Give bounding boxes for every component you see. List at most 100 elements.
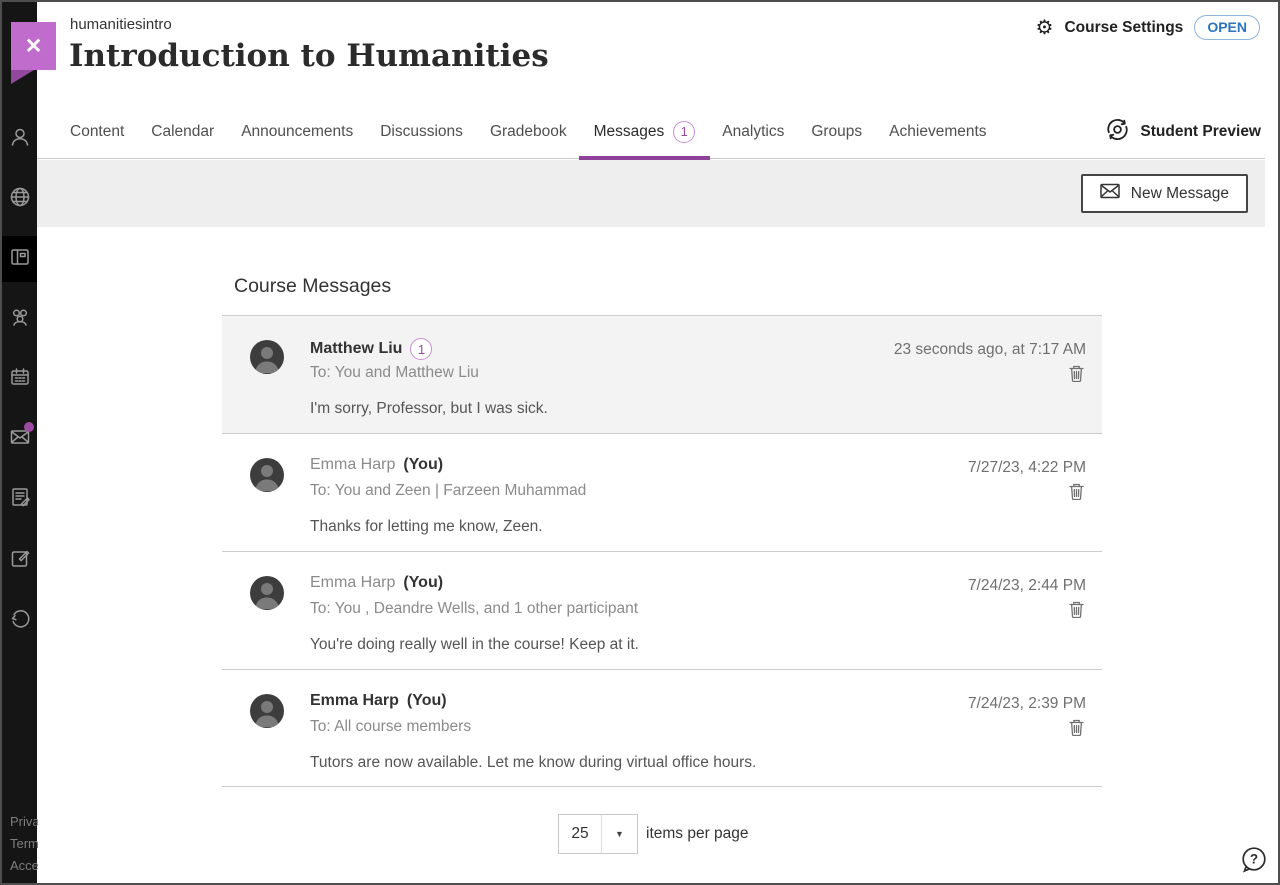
message-header: Emma Harp (You) [310,692,447,710]
items-per-page-select[interactable]: 25 ▼ [558,814,638,854]
trash-icon [1068,365,1084,385]
recipients: To: You and Zeen | Farzeen Muhammad [310,482,587,499]
tab-achievements[interactable]: Achievements [889,105,986,159]
tab-gradebook[interactable]: Gradebook [490,105,567,159]
message-row[interactable]: Emma Harp (You) To: All course members T… [222,669,1102,787]
tab-announcements[interactable]: Announcements [241,105,353,159]
you-label: (You) [406,692,447,709]
new-message-button[interactable]: New Message [1080,174,1248,213]
chevron-down-icon: ▼ [615,829,624,839]
messages-toolbar: New Message [37,160,1265,227]
tab-analytics[interactable]: Analytics [722,105,784,159]
message-timestamp: 7/24/23, 2:39 PM [967,695,1086,712]
trash-icon [1068,719,1084,739]
recipients: To: You , Deandre Wells, and 1 other par… [310,600,639,617]
close-course-ribbon[interactable]: ✕ [11,22,56,70]
gear-icon: ⚙ [1035,16,1054,39]
close-icon: ✕ [24,34,43,58]
tab-label: Calendar [151,122,215,140]
course-id: humanitiesintro [70,16,172,33]
sidebar-item-organizations[interactable] [2,296,37,342]
you-label: (You) [403,456,444,473]
person-icon [8,125,32,154]
document-pencil-icon [8,485,32,514]
message-header: Matthew Liu 1 [310,338,433,360]
avatar [250,694,284,728]
content-area: humanitiesintro Introduction to Humaniti… [37,2,1278,883]
mail-icon [8,425,32,454]
tab-label: Messages [593,122,665,140]
message-row[interactable]: Matthew Liu 1 To: You and Matthew Liu I'… [222,315,1102,433]
trash-icon [1068,483,1084,503]
tab-groups[interactable]: Groups [811,105,862,159]
tab-messages[interactable]: Messages 1 [578,105,710,160]
student-preview-icon [1104,118,1131,146]
message-preview: I'm sorry, Professor, but I was sick. [310,400,548,417]
avatar [250,458,284,492]
avatar [250,340,284,374]
sidebar-item-institution[interactable] [2,176,37,222]
you-label: (You) [403,574,444,591]
terms-link[interactable]: Terms [10,836,38,851]
tab-label: Analytics [722,122,785,140]
student-preview-button[interactable]: Student Preview [1104,118,1265,146]
items-per-page-label: items per page [646,825,749,842]
svg-text:?: ? [1250,852,1258,867]
sidebar-item-tools[interactable] [2,537,37,583]
message-timestamp: 7/24/23, 2:44 PM [967,577,1086,594]
sidebar-item-sign-out[interactable] [2,597,37,643]
items-per-page-value: 25 [559,815,602,853]
course-nav-tabs: Content Calendar Announcements Discussio… [37,105,1265,160]
calendar-icon [8,365,32,394]
message-timestamp: 7/27/23, 4:22 PM [967,459,1086,476]
help-button[interactable]: ? [1239,845,1269,875]
tab-content[interactable]: Content [70,105,124,159]
message-timestamp: 23 seconds ago, at 7:17 AM [893,341,1086,358]
privacy-link[interactable]: Privacy [10,814,38,829]
globe-icon [8,185,32,214]
avatar [250,576,284,610]
sidebar-item-calendar[interactable] [2,356,37,402]
message-row[interactable]: Emma Harp (You) To: You and Zeen | Farze… [222,433,1102,551]
sidebar-footer: Privacy Terms Accessibility [10,814,38,873]
message-preview: Thanks for letting me know, Zeen. [310,518,543,535]
course-status-badge[interactable]: OPEN [1194,15,1260,40]
tab-label: Achievements [889,122,987,140]
sidebar-item-grades[interactable] [2,476,37,522]
delete-message-button[interactable] [1066,483,1086,503]
course-messages-heading: Course Messages [234,275,392,297]
page-title: Introduction to Humanities [69,38,549,74]
tab-label: Announcements [241,122,354,140]
people-icon [8,305,32,334]
delete-message-button[interactable] [1066,719,1086,739]
tab-label: Discussions [380,122,463,140]
recipients: To: You and Matthew Liu [310,364,479,381]
sidebar: Privacy Terms Accessibility [2,2,38,883]
message-list: Matthew Liu 1 To: You and Matthew Liu I'… [222,315,1102,787]
tab-label: Gradebook [489,122,567,140]
sender-name: Emma Harp [310,692,399,709]
notification-dot [24,422,34,432]
message-row[interactable]: Emma Harp (You) To: You , Deandre Wells,… [222,551,1102,669]
sender-name: Emma Harp [310,456,396,473]
course-settings-button[interactable]: Course Settings [1064,18,1184,36]
tab-label: Groups [811,122,863,140]
sidebar-item-profile[interactable] [2,116,37,162]
delete-message-button[interactable] [1066,365,1086,385]
sign-out-icon [8,606,32,635]
header-actions: ⚙ Course Settings OPEN [1036,15,1260,40]
envelope-icon [1100,183,1120,204]
message-preview: You're doing really well in the course! … [310,636,639,653]
sidebar-item-courses[interactable] [2,236,37,282]
help-icon: ? [1239,847,1269,878]
accessibility-link[interactable]: Accessibility [10,858,38,873]
ribbon-tail [11,70,34,84]
sidebar-item-messages[interactable] [2,416,37,462]
tab-discussions[interactable]: Discussions [380,105,463,159]
sender-name: Matthew Liu [310,340,403,357]
student-preview-label: Student Preview [1140,122,1261,140]
delete-message-button[interactable] [1066,601,1086,621]
tab-calendar[interactable]: Calendar [151,105,214,159]
message-header: Emma Harp (You) [310,456,443,474]
